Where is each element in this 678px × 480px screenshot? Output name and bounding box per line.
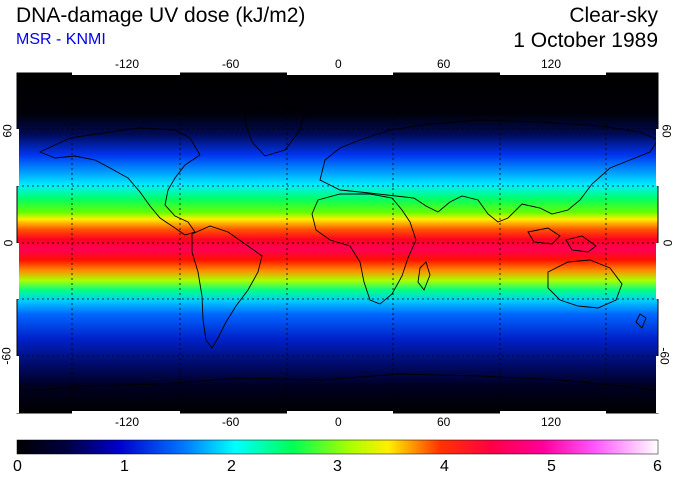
graticule	[17, 73, 658, 413]
lon-tick-bottom: 60	[437, 415, 451, 429]
lat-tick-left: -60	[0, 347, 14, 365]
lon-tick-top: 0	[335, 57, 342, 71]
lon-tick-bottom: 120	[541, 415, 562, 429]
colorbar	[16, 439, 659, 455]
colorbar-label: 4	[440, 458, 449, 475]
lon-tick-top: -120	[115, 57, 140, 71]
lat-tick-right: 0	[660, 239, 675, 247]
colorbar-label: 5	[547, 458, 556, 475]
lon-tick-bottom: -60	[222, 415, 240, 429]
lon-tick-top: -60	[222, 57, 240, 71]
coastlines	[17, 103, 658, 393]
colorbar-label: 3	[333, 458, 342, 475]
lon-tick-top: 60	[437, 57, 451, 71]
scenario-label: Clear-sky	[569, 4, 658, 27]
map-frame	[16, 72, 659, 414]
lat-tick-right: -60	[657, 347, 672, 365]
colorbar-label: 0	[13, 458, 22, 475]
lat-tick-left: 0	[1, 239, 16, 247]
lon-tick-bottom: -120	[115, 415, 140, 429]
lon-tick-bottom: 0	[335, 415, 342, 429]
lat-tick-right: 60	[659, 124, 674, 138]
map-title: DNA-damage UV dose (kJ/m2)	[16, 4, 306, 27]
lon-tick-top: 120	[541, 57, 562, 71]
colorbar-label: 2	[227, 458, 236, 475]
source-label: MSR - KNMI	[16, 31, 106, 48]
lat-tick-left: 60	[0, 124, 15, 138]
date-label: 1 October 1989	[513, 29, 658, 52]
colorbar-label: 1	[120, 458, 129, 475]
colorbar-label: 6	[653, 458, 662, 475]
